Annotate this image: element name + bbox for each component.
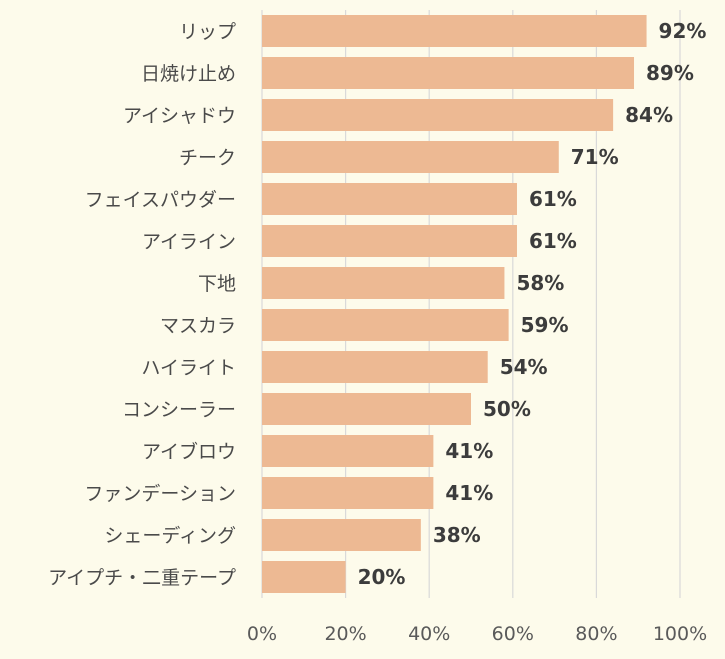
bar [262, 57, 635, 89]
category-label: マスカラ [160, 315, 236, 337]
bar [262, 519, 421, 551]
data-label: 61% [529, 229, 577, 253]
data-label: 54% [500, 355, 548, 379]
category-label: フェイスパウダー [85, 189, 236, 211]
data-label: 89% [646, 61, 694, 85]
category-label: アイプチ・二重テープ [48, 567, 236, 589]
bar [262, 225, 517, 257]
data-label: 84% [625, 103, 673, 127]
data-label: 38% [433, 523, 481, 547]
category-label: ハイライト [141, 357, 236, 379]
bar [262, 99, 614, 131]
bar [262, 477, 434, 509]
bar [262, 393, 471, 425]
data-label: 20% [358, 565, 406, 589]
category-labels: リップ日焼け止めアイシャドウチークフェイスパウダーアイライン下地マスカラハイライ… [48, 21, 236, 589]
x-tick-label: 40% [408, 623, 450, 645]
data-label: 41% [445, 439, 493, 463]
value-labels: 92% 89% 84%71% 61% 61% 58% 59% 54% 50% 41% 41% 38% 2… [358, 19, 707, 589]
bar [262, 15, 647, 47]
category-label: 下地 [198, 273, 236, 295]
category-label: リップ [179, 21, 236, 43]
bar [262, 141, 559, 173]
category-label: アイシャドウ [123, 105, 236, 127]
bar [262, 435, 434, 467]
bar [262, 309, 509, 341]
data-label: 41% [445, 481, 493, 505]
data-label: 59% [521, 313, 569, 337]
data-label: 61% [529, 187, 577, 211]
x-tick-label: 100% [653, 623, 707, 645]
bar [262, 267, 505, 299]
bar [262, 183, 517, 215]
data-label: 50% [483, 397, 531, 421]
x-tick-label: 80% [575, 623, 617, 645]
category-label: 日焼け止め [141, 63, 236, 85]
data-label: 92% [659, 19, 707, 43]
bars [262, 15, 647, 593]
gridlines [261, 10, 681, 598]
data-label: 71% [571, 145, 619, 169]
category-label: アイライン [142, 231, 236, 253]
category-label: シェーディング [104, 525, 236, 547]
category-label: コンシーラー [122, 399, 236, 421]
bar [262, 351, 488, 383]
data-label: 58% [516, 271, 564, 295]
x-tick-label: 20% [324, 623, 366, 645]
x-tick-label: 60% [492, 623, 534, 645]
category-label: アイブロウ [142, 440, 236, 463]
category-label: ファンデーション [84, 483, 236, 505]
category-label: チーク [179, 147, 236, 169]
x-tick-label: 0% [247, 623, 277, 645]
bar [262, 561, 346, 593]
x-axis-ticks: 0% 20% 40% 60% 80% 100% [247, 623, 707, 645]
